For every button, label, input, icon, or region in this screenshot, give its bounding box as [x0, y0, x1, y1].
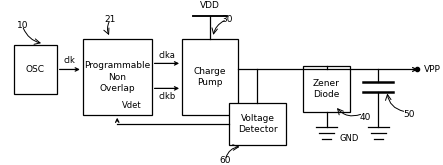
Bar: [182, 39, 238, 115]
Text: 60: 60: [219, 156, 231, 165]
Text: 21: 21: [105, 15, 116, 24]
Text: 10: 10: [16, 21, 28, 30]
Text: 50: 50: [403, 110, 414, 119]
Text: VPP: VPP: [424, 65, 440, 74]
Bar: [229, 103, 286, 145]
Text: clkb: clkb: [158, 92, 175, 101]
Text: 30: 30: [221, 15, 233, 24]
Text: clka: clka: [159, 51, 175, 60]
Text: 40: 40: [360, 113, 371, 122]
Bar: [303, 66, 350, 112]
Text: Vdet: Vdet: [121, 101, 141, 110]
Text: clk: clk: [64, 56, 76, 65]
Text: GND: GND: [339, 134, 359, 143]
Bar: [14, 45, 57, 94]
Text: Voltage
Detector: Voltage Detector: [238, 114, 277, 134]
Text: Charge
Pump: Charge Pump: [194, 67, 226, 87]
Bar: [83, 39, 152, 115]
Text: VDD: VDD: [200, 1, 220, 10]
Text: Programmable
Non
Overlap: Programmable Non Overlap: [84, 61, 150, 93]
Text: OSC: OSC: [26, 65, 45, 74]
Text: Zener
Diode: Zener Diode: [313, 79, 340, 99]
